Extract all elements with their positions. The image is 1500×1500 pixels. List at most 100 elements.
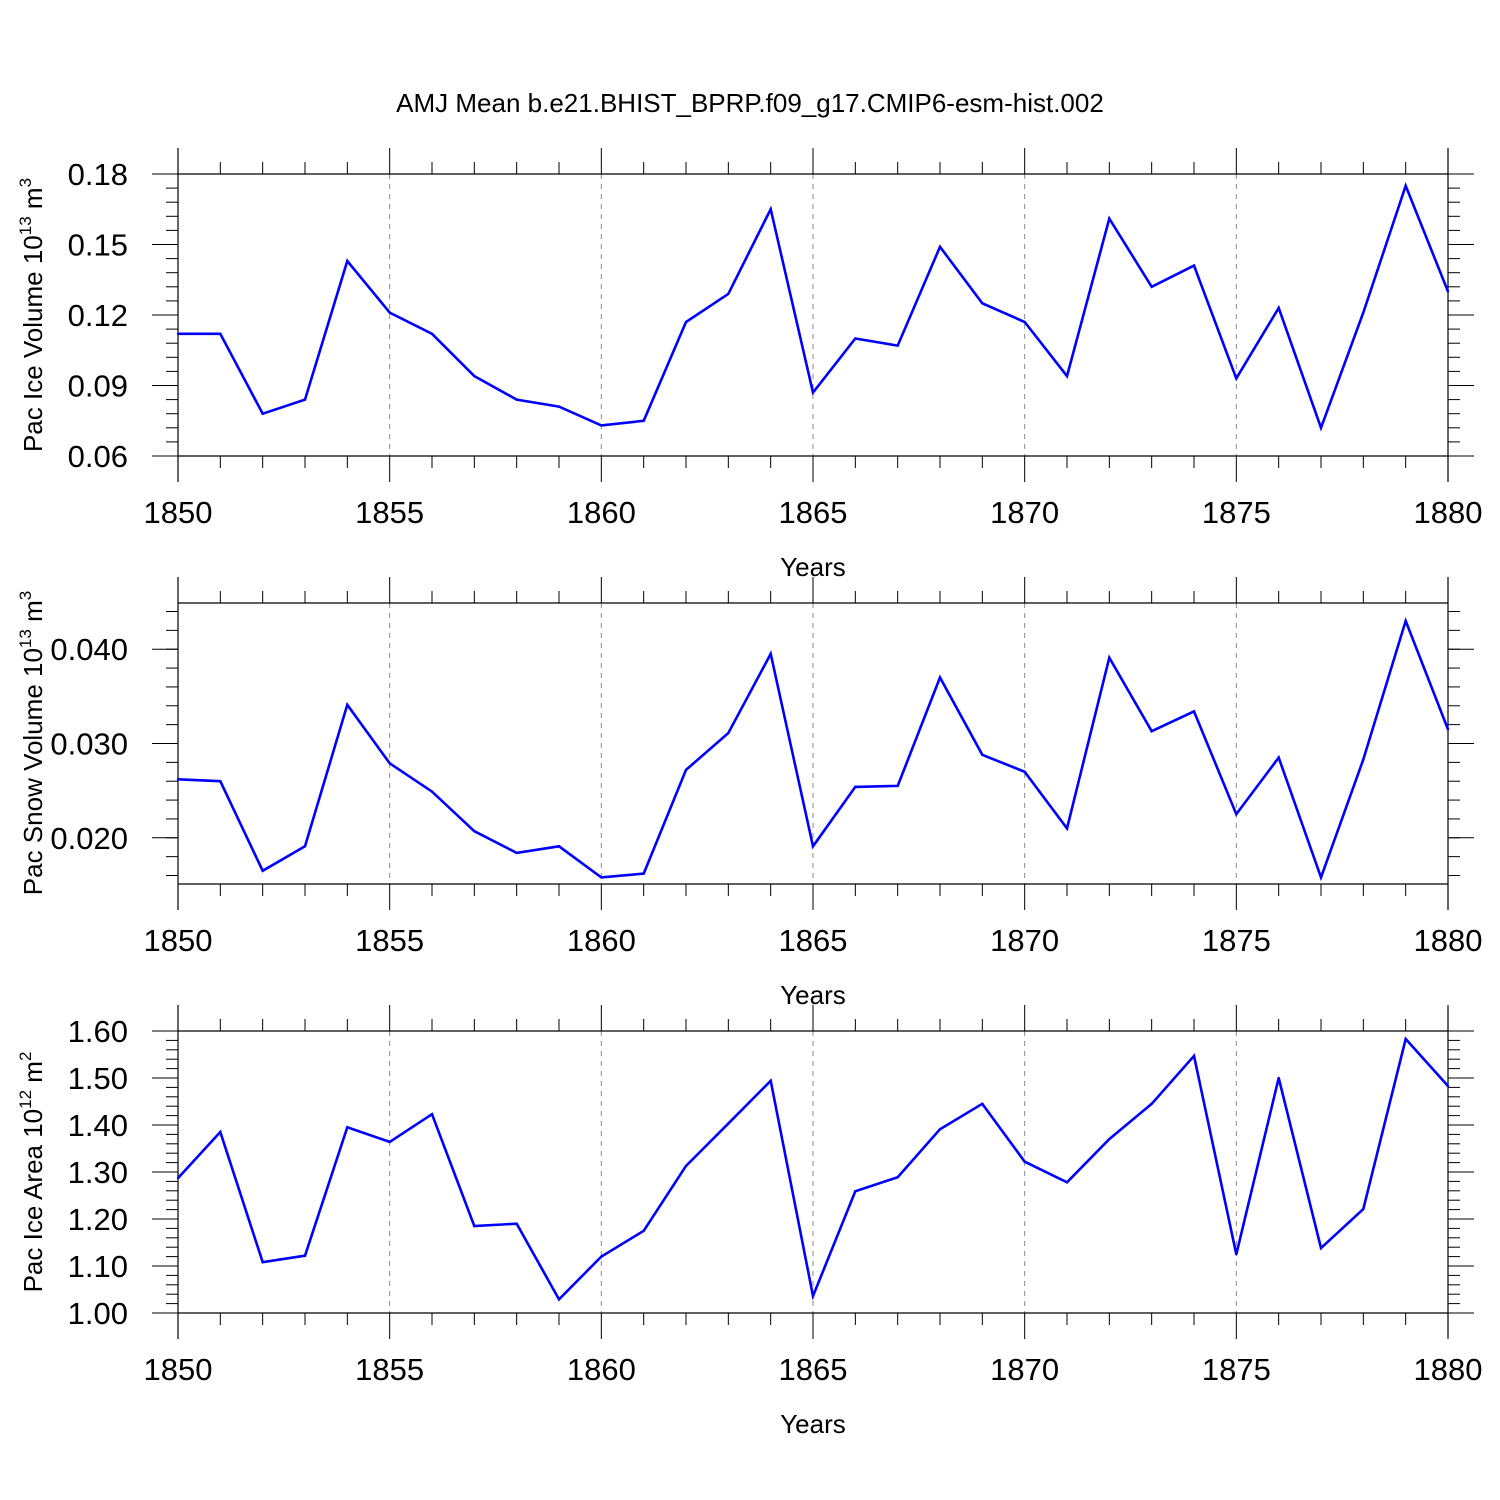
x-tick-label: 1860 <box>567 495 636 530</box>
y-tick-label: 0.12 <box>68 298 128 333</box>
data-point <box>642 872 645 875</box>
data-point <box>727 1122 730 1125</box>
data-point <box>727 292 730 296</box>
data-point <box>346 259 349 263</box>
data-point <box>473 829 476 833</box>
data-point <box>1192 1054 1196 1058</box>
y-tick-label: 0.040 <box>50 632 128 667</box>
data-point <box>1404 1037 1407 1041</box>
data-point <box>1065 1181 1069 1184</box>
data-point <box>303 845 307 848</box>
data-point <box>515 1222 518 1225</box>
y-tick-label: 1.20 <box>68 1202 128 1237</box>
x-tick-label: 1860 <box>567 1352 636 1387</box>
data-point <box>1319 426 1323 429</box>
x-tick-label: 1880 <box>1414 1352 1483 1387</box>
data-point <box>176 332 180 335</box>
x-tick-label: 1875 <box>1202 1352 1271 1387</box>
y-tick-label: 0.15 <box>68 228 128 263</box>
y-tick-label: 1.00 <box>68 1296 128 1331</box>
data-point <box>769 1079 772 1083</box>
data-point <box>1108 1137 1111 1141</box>
data-point <box>938 676 942 679</box>
data-point <box>303 398 307 401</box>
y-axis-label: Pac Ice Volume 1013 m3 <box>16 178 48 452</box>
data-point <box>388 1140 391 1144</box>
y-axis-label: Pac Snow Volume 1013 m3 <box>16 591 48 895</box>
data-point <box>600 876 603 879</box>
data-point <box>684 1164 688 1168</box>
data-point <box>557 1298 561 1301</box>
data-point <box>430 332 434 335</box>
x-tick-label: 1880 <box>1414 495 1483 530</box>
data-point <box>388 311 391 314</box>
data-point <box>388 762 391 765</box>
y-tick-label: 0.09 <box>68 369 128 404</box>
data-point <box>430 790 434 793</box>
data-point <box>1362 311 1365 314</box>
data-point <box>303 1254 307 1257</box>
data-point <box>1362 1207 1365 1211</box>
data-point <box>642 1229 645 1232</box>
data-point <box>1235 813 1238 816</box>
panel-2: 0.020 0.030 0.040 1850 1855 1860 1865 1870 1875 1… <box>16 577 1482 1010</box>
data-point <box>1404 619 1407 623</box>
data-point <box>1108 217 1111 220</box>
data-point <box>811 1294 815 1298</box>
y-tick-label: 0.030 <box>50 727 128 762</box>
data-point <box>1065 827 1069 830</box>
data-point <box>1319 1246 1323 1250</box>
x-tick-label: 1865 <box>779 1352 848 1387</box>
data-point <box>811 845 815 848</box>
x-tick-label: 1855 <box>355 923 424 958</box>
data-point <box>1150 285 1153 288</box>
x-tick-label: 1850 <box>144 923 213 958</box>
y-tick-label: 1.30 <box>68 1155 128 1190</box>
data-point <box>346 1126 349 1129</box>
data-point <box>261 412 264 415</box>
x-tick-label: 1870 <box>990 1352 1059 1387</box>
data-point <box>176 1176 180 1180</box>
x-tick-label: 1865 <box>779 495 848 530</box>
data-point <box>515 398 518 401</box>
y-tick-label: 1.40 <box>68 1108 128 1143</box>
data-point <box>1150 730 1153 733</box>
data-point <box>1235 1253 1238 1256</box>
data-point <box>261 869 264 872</box>
series-line <box>177 1036 1449 1302</box>
data-point <box>600 424 603 427</box>
x-tick-label: 1870 <box>990 495 1059 530</box>
data-point <box>896 344 899 347</box>
y-tick-label: 1.50 <box>68 1061 128 1096</box>
data-point <box>811 391 815 394</box>
x-tick-label: 1865 <box>779 923 848 958</box>
data-point <box>938 245 942 249</box>
y-tick-label: 1.10 <box>68 1249 128 1284</box>
data-point <box>727 731 730 735</box>
data-point <box>854 1190 857 1193</box>
data-point <box>769 652 772 656</box>
x-tick-label: 1850 <box>144 495 213 530</box>
data-point <box>854 785 857 789</box>
data-point <box>219 1130 222 1134</box>
x-tick-label: 1850 <box>144 1352 213 1387</box>
x-tick-label: 1875 <box>1202 923 1271 958</box>
data-point <box>346 703 349 707</box>
data-point <box>1235 377 1238 380</box>
data-point <box>1446 1084 1450 1088</box>
x-tick-label: 1855 <box>355 1352 424 1387</box>
data-point <box>557 845 561 848</box>
data-point <box>642 419 645 422</box>
data-point <box>1023 320 1026 324</box>
data-point <box>1277 756 1280 759</box>
data-point <box>854 337 857 340</box>
data-point <box>896 784 899 788</box>
data-point <box>1192 710 1196 713</box>
data-point <box>1108 656 1111 659</box>
x-tick-label: 1875 <box>1202 495 1271 530</box>
data-point <box>1023 1160 1026 1163</box>
data-point <box>261 1261 264 1264</box>
data-point <box>1446 290 1450 293</box>
data-point <box>1150 1102 1153 1106</box>
